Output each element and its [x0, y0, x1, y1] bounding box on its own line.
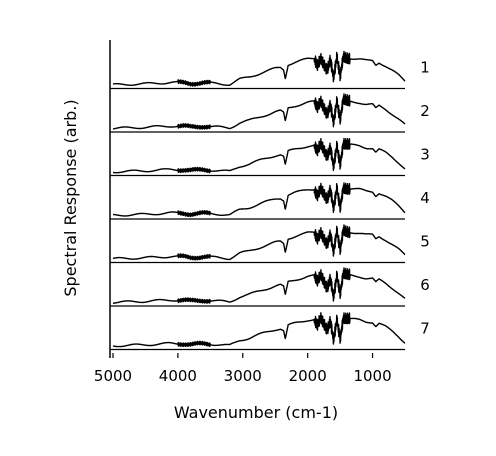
spectrum-panel-2	[110, 93, 406, 133]
x-tick-label: 2000	[289, 367, 327, 385]
stacked-panels	[110, 50, 406, 351]
spectrum-line-5	[112, 224, 406, 261]
x-axis-ticks: 5000 4000 3000 2000 1000	[94, 353, 392, 385]
series-label-3: 3	[420, 146, 430, 164]
spectrum-line-1	[112, 50, 406, 87]
series-label-1: 1	[420, 59, 430, 77]
x-tick-label: 5000	[94, 367, 132, 385]
x-tick-label: 1000	[353, 367, 391, 385]
spectrum-line-4	[112, 182, 406, 218]
spectrum-panel-4	[110, 182, 406, 220]
spectrum-line-3	[112, 137, 406, 174]
spectrum-panel-7	[110, 312, 406, 351]
x-tick-label: 3000	[224, 367, 262, 385]
series-label-5: 5	[420, 233, 430, 251]
spectrum-line-7	[112, 312, 406, 348]
spectrum-panel-6	[110, 267, 406, 307]
series-label-7: 7	[420, 320, 430, 338]
spectrum-line-6	[112, 267, 406, 304]
y-axis-label: Spectral Response (arb.)	[61, 99, 80, 296]
series-label-2: 2	[420, 102, 430, 120]
spectrum-line-2	[112, 93, 406, 130]
x-tick-label: 4000	[159, 367, 197, 385]
series-label-4: 4	[420, 189, 430, 207]
series-labels: 1 2 3 4 5 6 7	[420, 59, 430, 338]
spectrum-panel-3	[110, 137, 406, 177]
x-axis-label: Wavenumber (cm-1)	[174, 403, 338, 422]
series-label-6: 6	[420, 276, 430, 294]
spectrum-panel-1	[110, 50, 406, 90]
spectrum-panel-5	[110, 224, 406, 264]
